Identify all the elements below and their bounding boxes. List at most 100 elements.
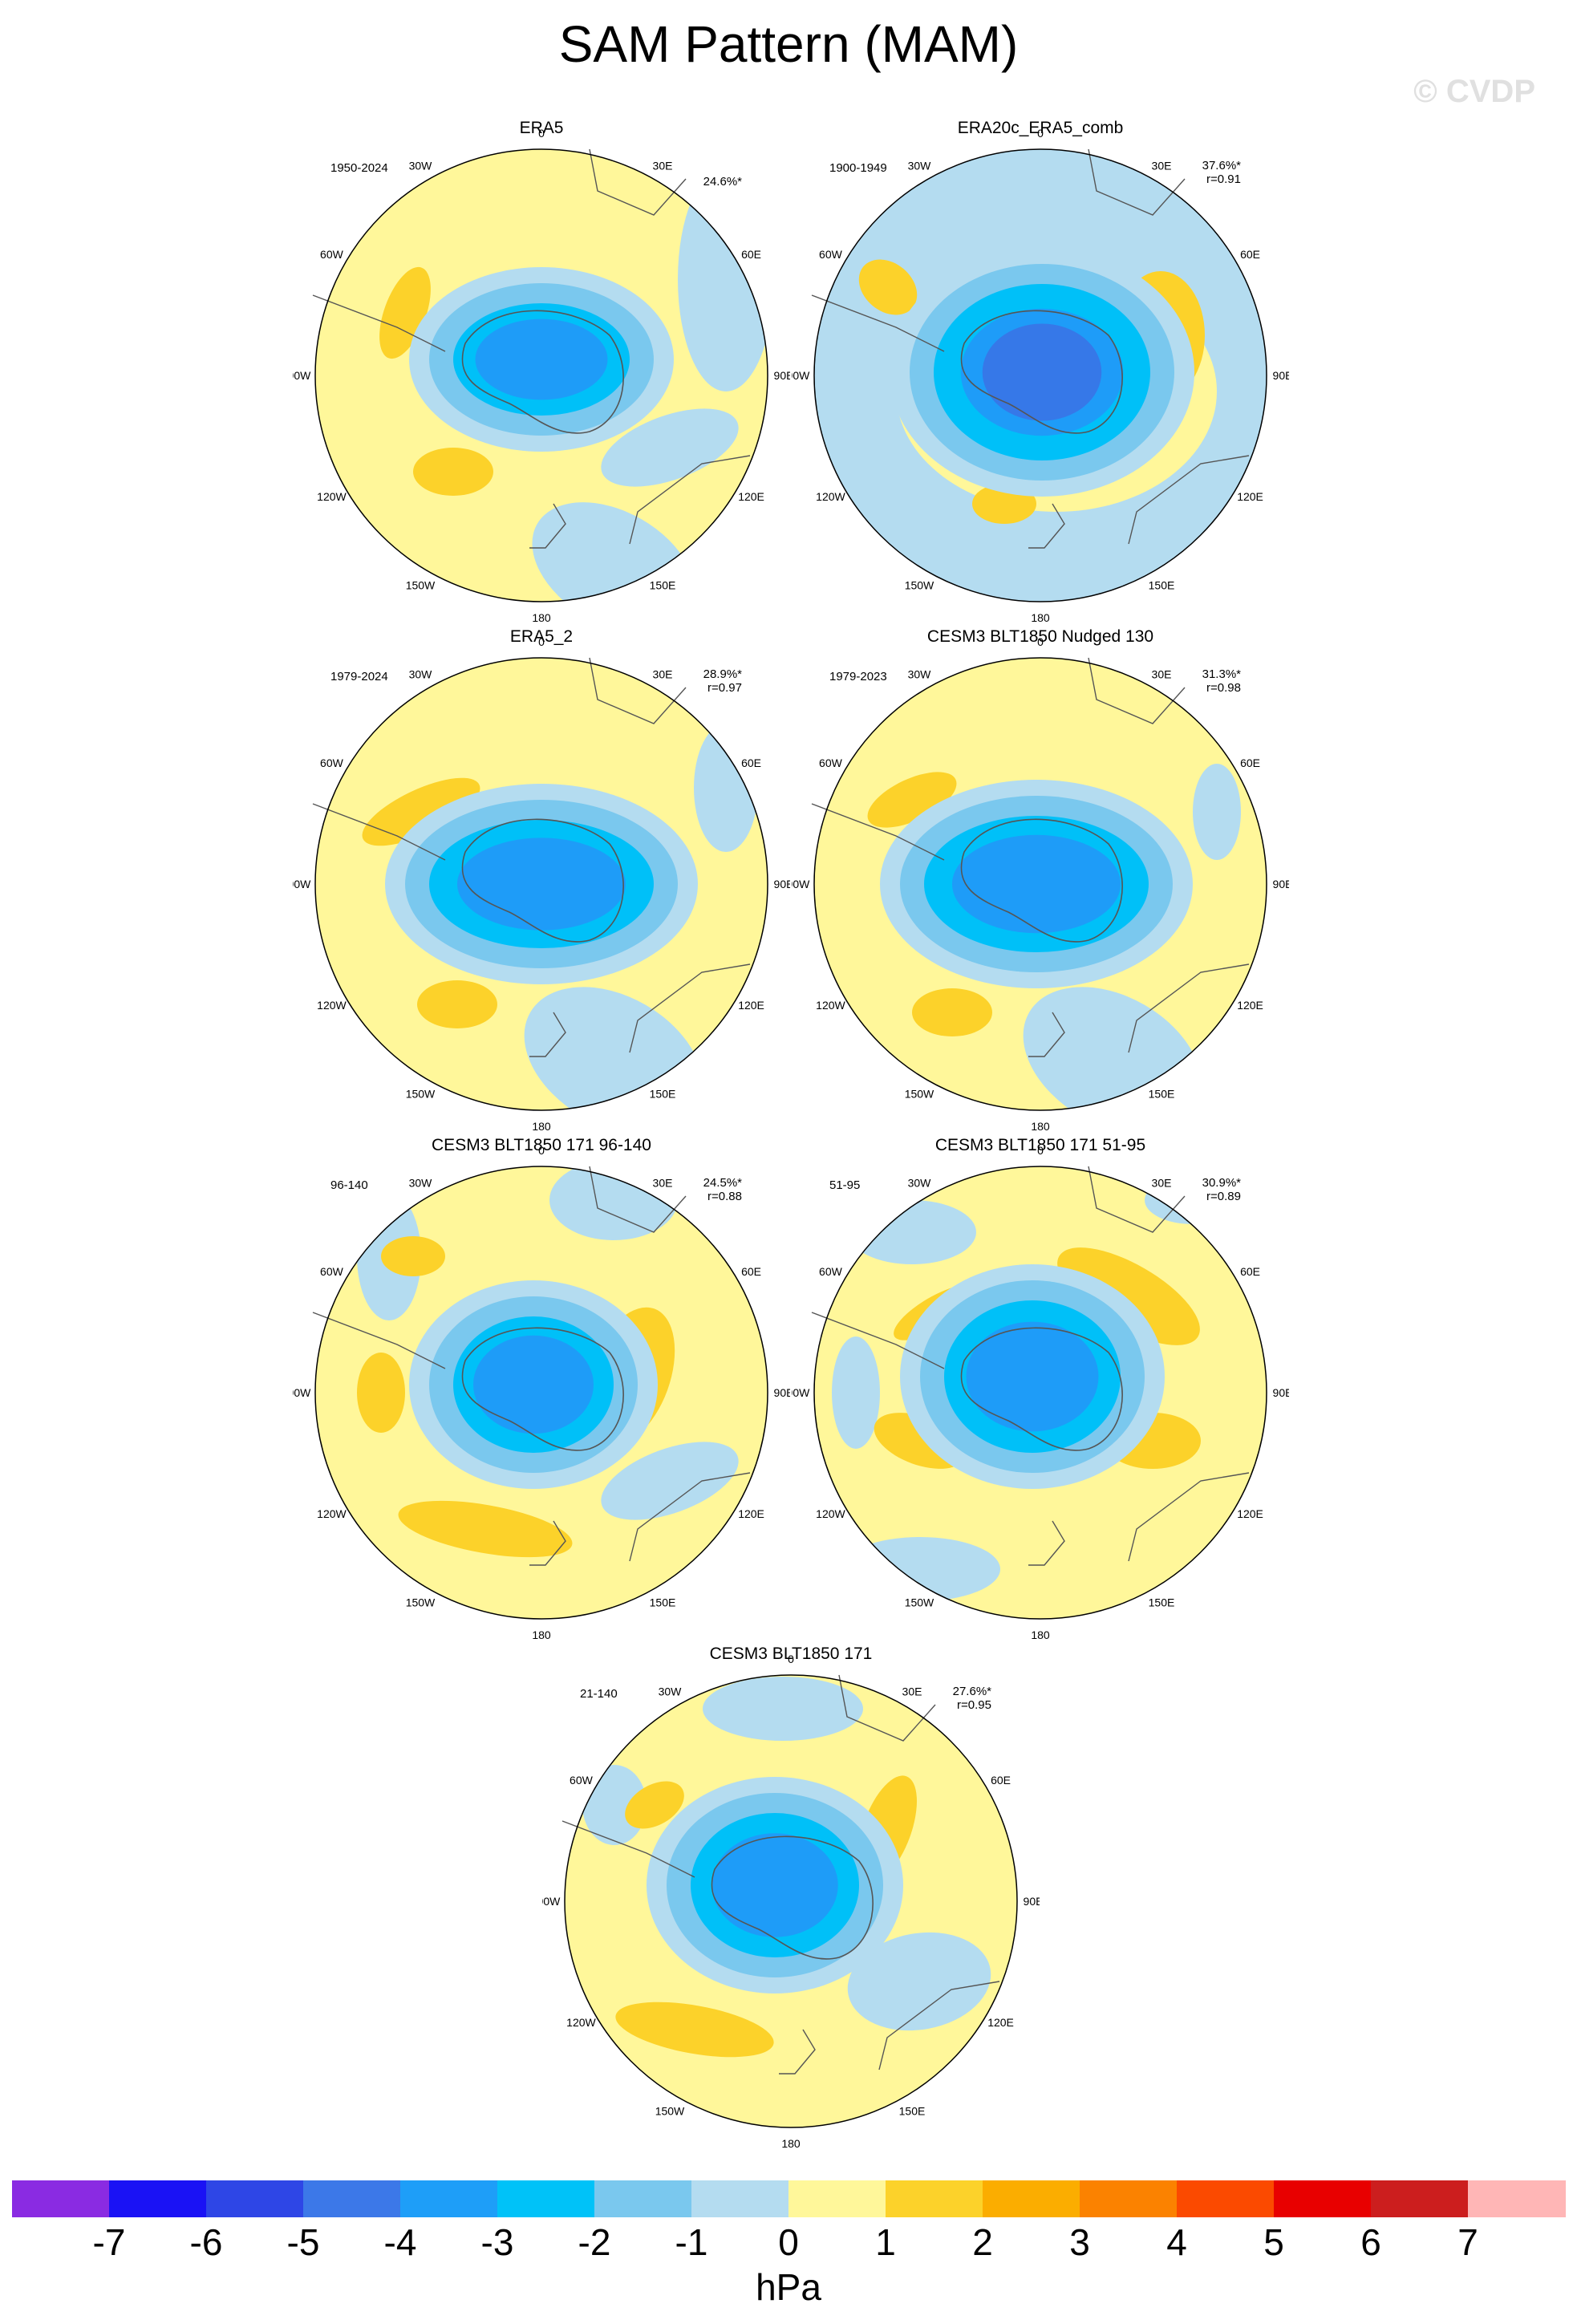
panel-title: ERA5: [519, 119, 564, 137]
panel-period: 21-140: [580, 1687, 618, 1701]
africa-coastline: [1088, 657, 1186, 724]
longitude-label: 120E: [987, 2016, 1014, 2029]
longitude-label: 90W: [792, 1386, 810, 1399]
longitude-label: 30W: [409, 1176, 433, 1189]
longitude-label: 30E: [1152, 159, 1172, 172]
colorbar-tick-label: 3: [1069, 2221, 1090, 2263]
colorbar-segment: [886, 2180, 983, 2217]
antarctica-coastline: [461, 1327, 624, 1451]
positive-anomaly: [413, 448, 493, 496]
panel-variance: 27.6%* r=0.95: [952, 1685, 991, 1712]
positive-anomaly: [398, 1500, 573, 1558]
map-boundary: [813, 148, 1267, 602]
map-boundary: [314, 148, 768, 602]
longitude-label: 90E: [774, 1386, 790, 1399]
colorbar-tick-label: -5: [286, 2221, 320, 2263]
positive-anomaly: [417, 980, 497, 1028]
new-zealand-coastline: [779, 2029, 816, 2075]
longitude-label: 150E: [650, 579, 676, 592]
colorbar-segment: [497, 2180, 595, 2217]
colorbar-segment: [12, 2180, 110, 2217]
map-boundary: [314, 657, 768, 1111]
panel-cesm3-nudged-130: CESM3 BLT1850 Nudged 130 1979-2023 31.3%…: [792, 627, 1289, 1141]
negative-anomaly: [711, 1833, 838, 1937]
colorbar-segment: [1274, 2180, 1372, 2217]
map-boundary: [813, 657, 1267, 1111]
colorbar-tick-label: 1: [875, 2221, 896, 2263]
negative-anomaly: [475, 318, 608, 400]
contour-fill: [814, 658, 1267, 1110]
contour-fill: [814, 149, 1267, 602]
new-zealand-coastline: [1028, 1520, 1065, 1566]
negative-anomaly: [317, 151, 397, 199]
longitude-label: 60W: [570, 1774, 594, 1787]
longitude-label: 30E: [902, 1685, 922, 1697]
new-zealand-coastline: [529, 503, 566, 549]
negative-anomaly: [966, 1321, 1099, 1432]
longitude-label: 60E: [1240, 1265, 1260, 1278]
australia-coastline: [629, 1472, 751, 1562]
longitude-label: 60W: [819, 1265, 843, 1278]
longitude-label: 60E: [1240, 248, 1260, 261]
negative-anomaly: [325, 667, 405, 716]
longitude-label: 150W: [905, 579, 934, 592]
panel-era5-2: ERA5_2 1979-2024 28.9%* r=0.97 0 30E 60E 90E…: [293, 627, 790, 1141]
longitude-label: 120E: [738, 999, 764, 1012]
polar-map: 0 30E 60E 90E 120E 150E 180 150W 120W 90W 60W 30W: [792, 1144, 1289, 1641]
colorbar-tick-label: -3: [480, 2221, 514, 2263]
panel-period: 96-140: [330, 1178, 368, 1192]
colorbar-tick-label: 7: [1457, 2221, 1478, 2263]
negative-anomaly: [694, 724, 758, 852]
panel-cesm3-171: CESM3 BLT1850 171 21-140 27.6%* r=0.95 0 3…: [542, 1645, 1040, 2158]
longitude-label: 60W: [819, 248, 843, 261]
panel-variance: 24.6%*: [703, 175, 742, 189]
negative-anomaly: [549, 1166, 678, 1240]
colorbar-tick-label: 4: [1166, 2221, 1187, 2263]
colorbar-tick-label: 6: [1360, 2221, 1381, 2263]
panel-cesm3-171-96-140: CESM3 BLT1850 171 96-140 96-140 24.5%* r=…: [293, 1136, 790, 1649]
positive-anomaly: [357, 1353, 405, 1433]
longitude-label: 120E: [1237, 999, 1263, 1012]
positive-anomaly: [867, 772, 957, 828]
colorbar-segment: [109, 2180, 207, 2217]
longitude-label: 180: [532, 1628, 551, 1641]
contour-fill: [814, 1166, 1267, 1619]
positive-anomaly: [625, 1781, 684, 1829]
south-america-coastline: [811, 803, 945, 861]
figure-title: SAM Pattern (MAM): [558, 15, 1019, 73]
polar-map: 0 30E 60E 90E 120E 150E 180 150W 120W 90W 60W 30W: [542, 1653, 1040, 2150]
panel-title: CESM3 BLT1850 171: [709, 1645, 873, 1663]
colorbar-segment: [303, 2180, 401, 2217]
longitude-label: 90W: [293, 878, 311, 890]
longitude-label: 120W: [816, 1507, 845, 1520]
antarctica-coastline: [960, 310, 1123, 434]
longitude-label: 60W: [320, 1265, 344, 1278]
longitude-label: 120W: [816, 490, 845, 503]
polar-map: 0 30E 60E 90E 120E 150E 180 150W 120W 90W 60W 30W: [293, 635, 790, 1133]
colorbar-tick-label: 2: [972, 2221, 993, 2263]
panel-title: CESM3 BLT1850 171 51-95: [934, 1136, 1146, 1154]
colorbar-segment: [1177, 2180, 1275, 2217]
australia-coastline: [629, 963, 751, 1053]
longitude-label: 60E: [741, 1265, 761, 1278]
panel-variance: 31.3%* r=0.98: [1202, 667, 1241, 695]
longitude-label: 0: [538, 635, 545, 648]
contour-fill: [315, 149, 768, 602]
longitude-label: 120W: [566, 2016, 596, 2029]
positive-anomaly: [1057, 1247, 1200, 1345]
polar-map: 0 30E 60E 90E 120E 150E 180 150W 120W 90W 60W 30W: [792, 127, 1289, 624]
australia-coastline: [1128, 1472, 1250, 1562]
longitude-label: 120W: [317, 490, 347, 503]
longitude-label: 120E: [1237, 1507, 1263, 1520]
longitude-label: 60E: [1240, 756, 1260, 769]
longitude-label: 90W: [792, 878, 810, 890]
longitude-label: 150E: [650, 1596, 676, 1609]
panel-variance: 24.5%* r=0.88: [703, 1176, 742, 1203]
colorbar-tick-label: -7: [92, 2221, 126, 2263]
panel-period: 1979-2023: [829, 670, 887, 683]
cvdp-credit: © CVDP: [1413, 74, 1535, 109]
longitude-label: 120W: [816, 999, 845, 1012]
longitude-label: 90E: [1273, 1386, 1289, 1399]
south-america-coastline: [811, 294, 945, 352]
panel-era20c-era5-comb: ERA20c_ERA5_comb 1900-1949 37.6%* r=0.91 …: [792, 119, 1289, 632]
